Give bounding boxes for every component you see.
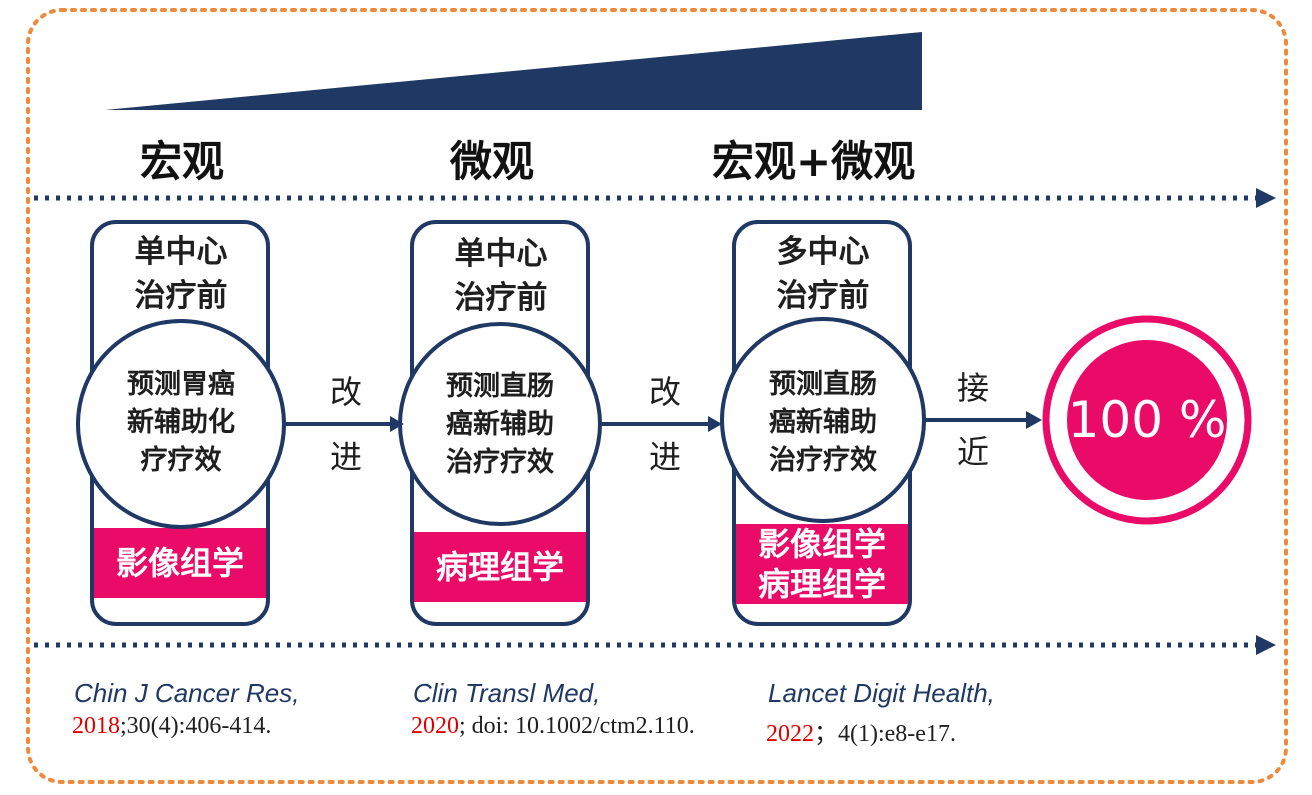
card-3-circle-line: 预测直肠	[769, 369, 877, 400]
card-2-circle-line: 癌新辅助	[446, 409, 554, 440]
top-timeline-arrowhead	[1256, 188, 1276, 208]
card-3-title: 多中心 治疗前	[734, 230, 912, 318]
card-3-circle-line: 治疗疗效	[769, 445, 877, 476]
reference-2-citation: 2020; doi: 10.1002/ctm2.110.	[411, 713, 695, 740]
reference-1-detail: ;30(4):406-414.	[120, 713, 272, 739]
arrow-3-head	[1026, 411, 1042, 429]
step-1-label-bottom: 进	[329, 438, 362, 476]
arrow-1-head	[390, 416, 404, 432]
reference-3-year: 2022	[766, 721, 814, 747]
card-1-circle-line: 疗疗效	[140, 445, 222, 476]
reference-3-journal: Lancet Digit Health,	[768, 678, 995, 708]
card-1-circle-line: 预测胃癌	[127, 369, 235, 400]
step-2-label-top: 改	[648, 373, 681, 411]
reference-1-journal: Chin J Cancer Res,	[74, 678, 300, 708]
reference-2-detail: ; doi: 10.1002/ctm2.110.	[459, 713, 695, 739]
card-1-title-line: 治疗前	[134, 278, 228, 314]
reference-3-detail: ；4(1):e8-e17.	[814, 721, 956, 747]
phase-micro: 微观	[450, 137, 535, 186]
card-2-circle-text: 预测直肠 癌新辅助 治疗疗效	[420, 368, 580, 482]
card-2-title-line: 单中心	[454, 236, 548, 272]
step-2-label-bottom: 进	[648, 438, 681, 476]
card-3-circle-line: 癌新辅助	[769, 407, 877, 438]
card-1-circle-text: 预测胃癌 新辅助化 疗疗效	[101, 366, 261, 480]
card-3-title-line: 多中心	[776, 234, 870, 270]
reference-3-citation: 2022；4(1):e8-e17.	[766, 713, 956, 748]
step-3-label-bottom: 近	[956, 433, 989, 471]
reference-2-journal: Clin Transl Med,	[413, 678, 601, 708]
card-2-circle-line: 预测直肠	[446, 371, 554, 402]
step-1-label-top: 改	[329, 373, 362, 411]
card-1-title-line: 单中心	[134, 234, 228, 270]
card-2-circle-line: 治疗疗效	[446, 447, 554, 478]
card-2-title: 单中心 治疗前	[412, 232, 590, 320]
card-3-tag: 影像组学 病理组学	[736, 524, 908, 604]
card-2-title-line: 治疗前	[454, 280, 548, 316]
card-1-circle-line: 新辅助化	[127, 407, 235, 438]
card-1-title: 单中心 治疗前	[92, 230, 270, 318]
step-3-label-top: 接	[956, 369, 989, 407]
trend-wedge	[105, 32, 922, 110]
card-2-tag: 病理组学	[414, 547, 586, 587]
phase-macro: 宏观	[140, 137, 225, 186]
target-label: 100 %	[1067, 391, 1227, 449]
phase-macro-micro: 宏观+微观	[712, 137, 916, 186]
card-3-tag-line: 影像组学	[757, 525, 886, 563]
card-3-circle-text: 预测直肠 癌新辅助 治疗疗效	[743, 366, 903, 480]
reference-1-citation: 2018;30(4):406-414.	[72, 713, 271, 740]
target-inner-disc	[1067, 340, 1227, 500]
card-3-tag-line: 病理组学	[757, 565, 886, 603]
card-1-tag: 影像组学	[94, 543, 266, 583]
outer-frame	[26, 8, 1288, 784]
arrow-2-head	[708, 416, 722, 432]
bottom-timeline-arrowhead	[1256, 635, 1276, 655]
card-3-title-line: 治疗前	[776, 278, 870, 314]
reference-2-year: 2020	[411, 713, 459, 739]
reference-1-year: 2018	[72, 713, 120, 739]
